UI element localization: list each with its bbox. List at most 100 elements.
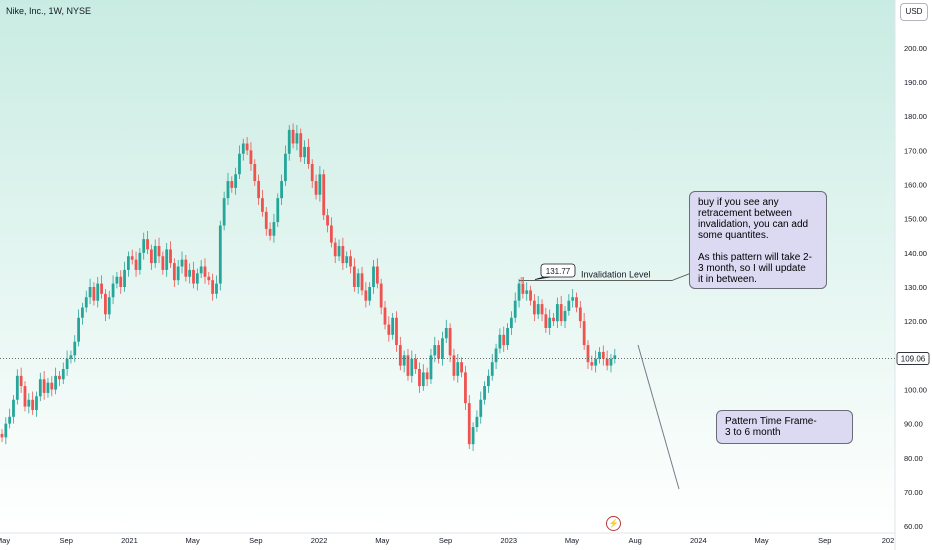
candle-body xyxy=(586,345,590,363)
y-tick-label: 160.00 xyxy=(904,181,927,190)
candle-body xyxy=(387,324,391,335)
candle-body xyxy=(218,225,222,284)
candle-body xyxy=(372,266,375,287)
last-price-label: 109.06 xyxy=(896,352,930,365)
candle-body xyxy=(314,181,318,195)
candle-body xyxy=(261,198,264,212)
callout-stem xyxy=(534,276,551,280)
candle-body xyxy=(230,181,234,188)
candle-body xyxy=(61,369,65,380)
symbol-title[interactable]: Nike, Inc., 1W, NYSE xyxy=(6,6,92,16)
candle-body xyxy=(448,328,452,356)
x-tick-label: May xyxy=(186,536,200,545)
candle-body xyxy=(529,290,532,301)
candle-body xyxy=(513,300,517,318)
y-tick-label: 80.00 xyxy=(904,454,923,463)
y-tick-label: 90.00 xyxy=(904,420,923,429)
projection-line[interactable] xyxy=(637,344,680,490)
y-tick-label: 60.00 xyxy=(904,522,923,531)
currency-button[interactable]: USD xyxy=(900,3,928,21)
x-tick-label: Sep xyxy=(60,536,73,545)
candle-body xyxy=(92,287,96,301)
candle-body xyxy=(425,372,429,380)
candle-body xyxy=(601,351,605,359)
invalidation-label: Invalidation Level xyxy=(581,269,651,279)
invalidation-annotation[interactable]: Invalidation Level xyxy=(519,269,691,281)
x-tick-label: 2023 xyxy=(500,536,517,545)
candle-body xyxy=(322,174,326,216)
buy-note[interactable]: buy if you see any retracement between i… xyxy=(689,191,827,289)
candle-body xyxy=(421,372,425,387)
y-tick-label: 130.00 xyxy=(904,283,927,292)
candle-body xyxy=(594,358,598,366)
marker-label: II xyxy=(520,276,524,285)
candle-body xyxy=(341,246,345,264)
candle-body xyxy=(77,317,80,342)
candle-body xyxy=(555,304,559,322)
candle-body xyxy=(107,297,111,315)
x-tick-label: Aug xyxy=(628,536,641,545)
candle-body xyxy=(176,266,180,281)
candle-body xyxy=(598,351,601,359)
candle-body xyxy=(509,317,513,328)
candle-body xyxy=(203,266,207,277)
candle-body xyxy=(464,372,467,404)
y-tick-label: 100.00 xyxy=(904,386,927,395)
candle-body xyxy=(234,174,238,188)
x-tick-label: Sep xyxy=(818,536,831,545)
x-tick-label: 2024 xyxy=(690,536,707,545)
candle-body xyxy=(433,345,437,356)
candle-body xyxy=(54,375,58,390)
candle-body xyxy=(490,362,494,376)
x-tick-label: May xyxy=(754,536,768,545)
candle-body xyxy=(161,256,165,270)
candle-body xyxy=(215,283,218,294)
price-callout[interactable]: 131.77 xyxy=(534,263,576,280)
candle-body xyxy=(35,396,38,410)
candle-body xyxy=(12,399,15,417)
candle-body xyxy=(333,242,337,257)
candle-body xyxy=(471,427,475,445)
candle-body xyxy=(245,143,249,151)
candle-body xyxy=(444,328,448,339)
x-tick-label: Sep xyxy=(439,536,452,545)
candle-body xyxy=(487,375,490,387)
candle-body xyxy=(609,358,613,366)
candle-body xyxy=(27,399,31,407)
candle-body xyxy=(58,375,61,380)
lightning-icon[interactable]: ⚡ xyxy=(606,516,621,531)
candle-body xyxy=(123,269,126,287)
candle-body xyxy=(506,328,509,346)
candle-body xyxy=(517,283,521,301)
candle-body xyxy=(441,338,444,359)
x-tick-label: 2021 xyxy=(121,536,138,545)
candle-body xyxy=(418,369,421,387)
candle-body xyxy=(249,150,253,164)
candle-body xyxy=(467,403,471,445)
candle-body xyxy=(142,239,146,253)
note-pointer xyxy=(671,273,691,281)
candle-body xyxy=(119,276,123,287)
candle-body xyxy=(115,276,119,284)
candle-body xyxy=(460,362,463,373)
candle-body xyxy=(50,382,54,390)
candle-body xyxy=(73,341,77,356)
y-tick-label: 70.00 xyxy=(904,488,923,497)
timeframe-note[interactable]: Pattern Time Frame- 3 to 6 month xyxy=(716,410,853,444)
last-price-text: 109.06 xyxy=(901,355,926,364)
candle-body xyxy=(410,358,414,376)
time-axis[interactable]: May Sep 2021 May Sep 2022 May Sep 2023 May Aug 2024… xyxy=(0,536,894,545)
candle-body xyxy=(130,256,134,260)
candle-body xyxy=(368,287,372,301)
candle-body xyxy=(172,263,176,281)
y-tick-label: 140.00 xyxy=(904,249,927,258)
candle-body xyxy=(521,283,525,294)
candle-body xyxy=(287,129,291,154)
candle-body xyxy=(479,399,483,417)
candle-body xyxy=(578,307,582,322)
candle-body xyxy=(475,416,479,428)
price-axis[interactable]: 60.0070.0080.0090.00100.00110.00120.0013… xyxy=(904,10,927,532)
candle-body xyxy=(149,249,153,264)
candle-body xyxy=(284,153,287,182)
